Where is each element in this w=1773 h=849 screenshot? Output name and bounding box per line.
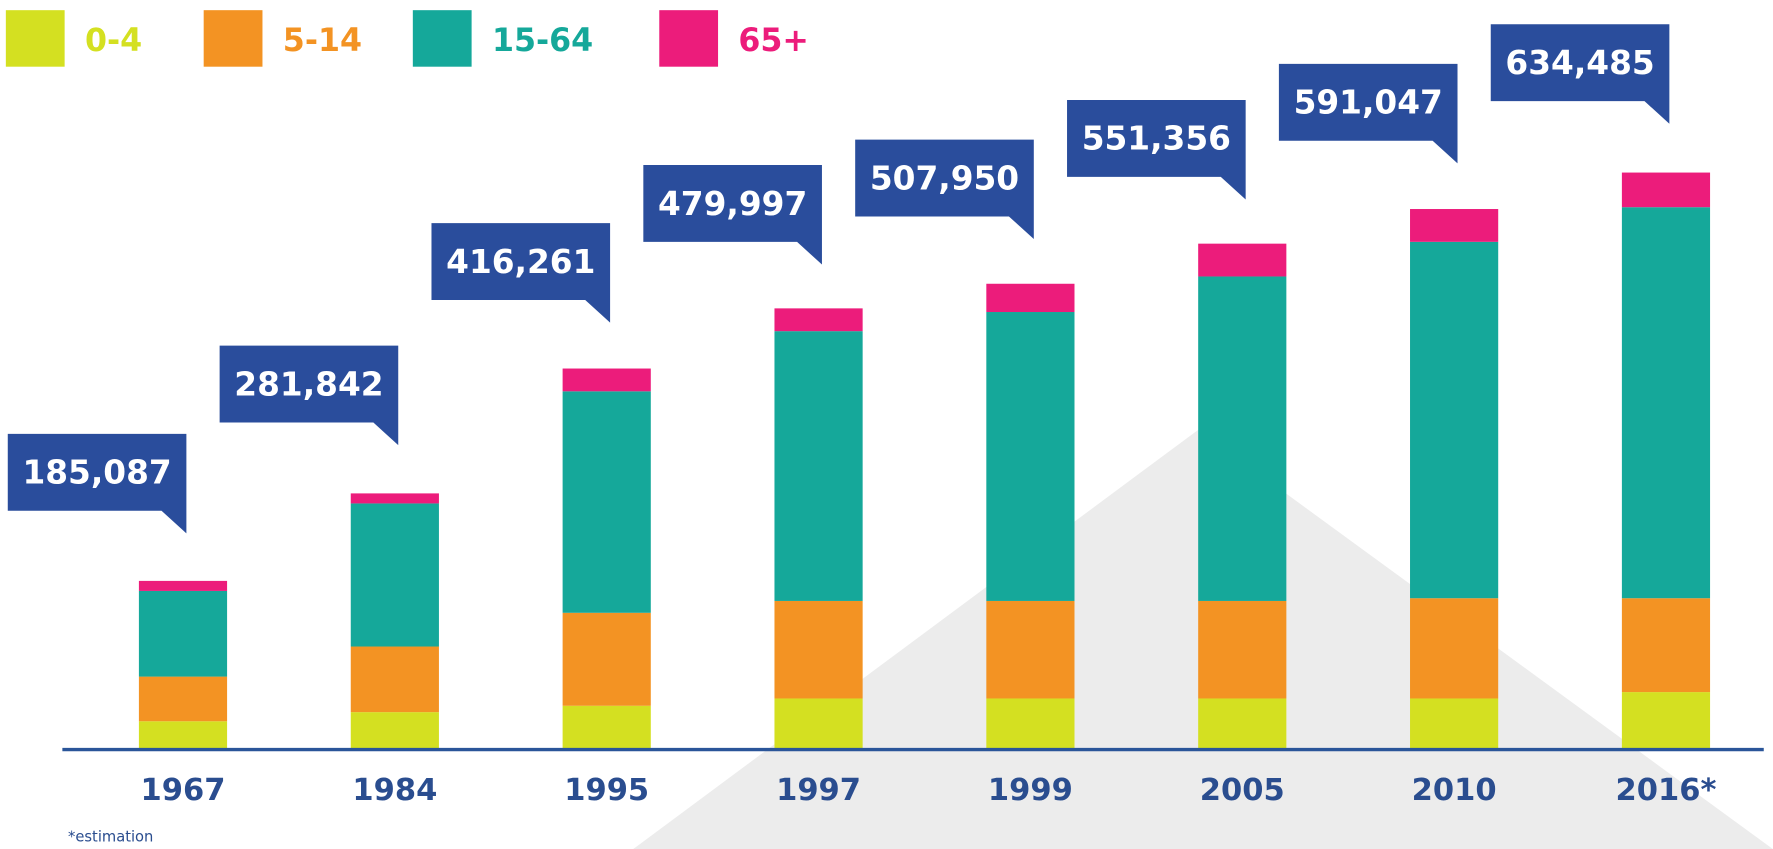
legend-label: 0-4 bbox=[85, 23, 142, 59]
bar-segment bbox=[986, 600, 1075, 699]
legend-swatch bbox=[659, 10, 719, 67]
bar-segment bbox=[562, 612, 651, 706]
x-tick-label: 2005 bbox=[1200, 773, 1285, 808]
x-tick-label: 1967 bbox=[141, 773, 226, 808]
footnote: *estimation bbox=[68, 829, 153, 846]
bar-segment bbox=[1410, 598, 1499, 699]
bar-segment bbox=[986, 283, 1075, 313]
bar-segment bbox=[138, 676, 228, 722]
bar-segment bbox=[1621, 692, 1711, 750]
callout bbox=[1490, 24, 1670, 124]
bar-segment bbox=[1410, 209, 1499, 242]
total-label: 416,261 bbox=[446, 243, 595, 281]
x-tick-label: 1997 bbox=[776, 773, 861, 808]
bar-segment bbox=[350, 646, 439, 713]
bar-segment bbox=[1621, 207, 1711, 599]
bar-segment bbox=[986, 698, 1075, 750]
total-label: 479,997 bbox=[658, 185, 807, 223]
bar-segment bbox=[350, 712, 439, 750]
total-label: 591,047 bbox=[1294, 84, 1443, 122]
callout bbox=[1278, 63, 1458, 164]
bar-segment bbox=[774, 331, 863, 601]
bar-segment bbox=[1198, 600, 1287, 699]
bar-segment bbox=[562, 391, 651, 613]
total-label: 634,485 bbox=[1505, 44, 1654, 82]
bar-segment bbox=[1410, 698, 1499, 750]
legend-label: 15-64 bbox=[492, 23, 593, 59]
callout bbox=[7, 433, 187, 534]
legend-swatch bbox=[412, 10, 472, 67]
x-tick-label: 1984 bbox=[352, 773, 437, 808]
legend-swatch bbox=[203, 10, 263, 67]
callout bbox=[643, 165, 822, 265]
total-label: 281,842 bbox=[234, 365, 383, 403]
total-label: 507,950 bbox=[870, 159, 1019, 197]
x-tick-label: 2010 bbox=[1412, 773, 1497, 808]
bar-segment bbox=[1410, 241, 1499, 599]
bar-segment bbox=[562, 705, 651, 750]
x-tick-label: 2016* bbox=[1616, 773, 1717, 808]
x-tick-label: 1999 bbox=[988, 773, 1073, 808]
total-label: 185,087 bbox=[22, 454, 171, 492]
bar-segment bbox=[1198, 698, 1287, 750]
legend-label: 5-14 bbox=[283, 23, 362, 59]
bar-segment bbox=[1621, 172, 1711, 208]
legend-swatch bbox=[5, 10, 65, 67]
bar-segment bbox=[138, 590, 228, 677]
bar-segment bbox=[774, 698, 863, 750]
bar-segment bbox=[1621, 598, 1711, 693]
bar-segment bbox=[774, 308, 863, 332]
bar-segment bbox=[774, 600, 863, 699]
bar-segment bbox=[1198, 243, 1287, 277]
legend-label: 65+ bbox=[738, 23, 809, 59]
bar-segment bbox=[350, 493, 439, 504]
callout bbox=[855, 139, 1034, 240]
bar-segment bbox=[138, 580, 228, 591]
callout bbox=[431, 223, 611, 323]
x-tick-label: 1995 bbox=[564, 773, 649, 808]
callout bbox=[219, 345, 399, 446]
bar-segment bbox=[986, 312, 1075, 601]
callout bbox=[1067, 100, 1246, 200]
total-label: 551,356 bbox=[1082, 120, 1231, 158]
bar-segment bbox=[350, 503, 439, 647]
bar-segment bbox=[562, 368, 651, 392]
bar-segment bbox=[1198, 276, 1287, 601]
bar-segment bbox=[138, 721, 228, 750]
